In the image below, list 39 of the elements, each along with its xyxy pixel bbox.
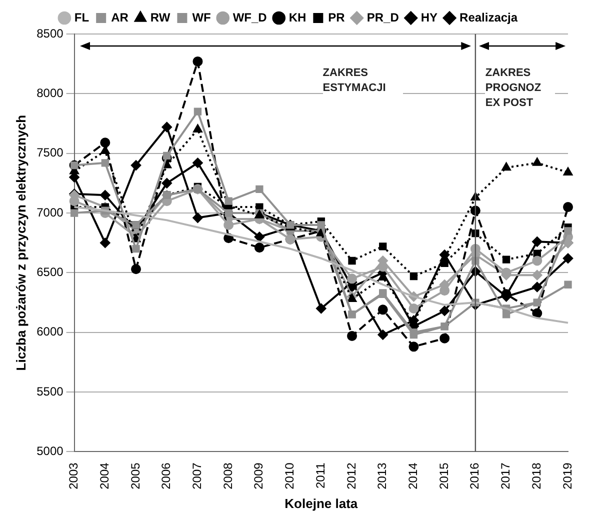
legend-label: WF_D xyxy=(232,10,268,24)
x-tick-label: 2006 xyxy=(159,462,174,490)
legend-label: PR_D xyxy=(366,10,400,24)
x-tick-label: 2016 xyxy=(468,462,482,490)
y-tick-label: 7000 xyxy=(36,205,64,220)
x-tick-label: 2011 xyxy=(313,462,328,489)
x-tick-label: 2018 xyxy=(529,462,544,490)
y-tick-label: 8500 xyxy=(36,26,64,40)
annotation: ZAKRES ESTYMACJI xyxy=(322,66,403,96)
legend-label: FL xyxy=(74,10,90,24)
x-tick-label: 2012 xyxy=(344,462,358,490)
y-tick-label: 8000 xyxy=(36,86,64,100)
legend-label: AR xyxy=(111,10,129,24)
y-tick-label: 7500 xyxy=(36,146,64,160)
x-tick-label: 2014 xyxy=(406,462,420,490)
x-tick-label: 2017 xyxy=(498,462,513,490)
annotation: ZAKRES PROGNOZ EX POST xyxy=(485,66,556,111)
y-axis-title: Liczba pożarów z przyczyn elektrycznych xyxy=(13,114,28,371)
x-tick-label: 2013 xyxy=(375,462,390,490)
legend-label: Realizacja xyxy=(460,10,518,24)
legend-label: HY xyxy=(420,10,438,24)
x-tick-label: 2004 xyxy=(97,462,112,490)
legend-label: WF xyxy=(192,10,211,24)
x-tick-label: 2003 xyxy=(66,462,81,490)
y-tick-label: 6500 xyxy=(36,265,64,279)
x-tick-label: 2019 xyxy=(560,462,574,490)
x-tick-label: 2007 xyxy=(190,462,204,490)
x-tick-label: 2009 xyxy=(252,462,266,490)
y-tick-label: 6000 xyxy=(36,324,64,339)
y-tick-label: 5500 xyxy=(36,384,64,398)
legend-label: KH xyxy=(288,10,306,24)
legend-label: RW xyxy=(150,10,171,24)
x-tick-label: 2015 xyxy=(436,462,451,490)
x-axis-title: Kolejne lata xyxy=(284,496,358,511)
x-tick-label: 2005 xyxy=(128,462,142,490)
x-tick-label: 2010 xyxy=(282,462,297,490)
legend-label: PR xyxy=(328,10,346,24)
x-tick-label: 2008 xyxy=(220,462,235,490)
y-tick-label: 5000 xyxy=(36,444,64,458)
